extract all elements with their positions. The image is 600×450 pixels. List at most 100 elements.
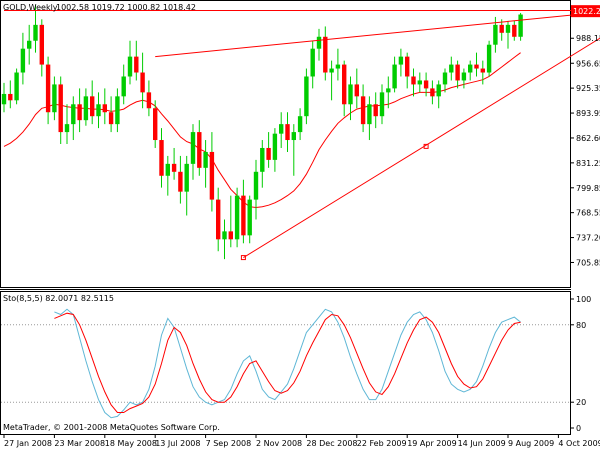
- candle-bear: [90, 96, 95, 117]
- candle-bear: [241, 195, 246, 236]
- time-tick-label: 14 Jun 2009: [458, 439, 506, 448]
- candle-bull: [329, 68, 334, 73]
- trendline: [155, 11, 600, 58]
- time-tick-label: 22 Feb 2009: [357, 439, 407, 448]
- stoch-label: Sto(8,5,5) 82.0071 82.5115: [3, 294, 114, 303]
- candle-bull: [297, 116, 303, 133]
- candle-bull: [486, 44, 492, 73]
- last-price-tag: 1022.25: [571, 5, 600, 18]
- candle-bull: [493, 24, 498, 45]
- price-tick-label: 988.15: [576, 34, 600, 43]
- price-axis: 988.15 956.65 925.35 893.95 862.60 831.25 799.…: [571, 34, 600, 267]
- price-tick-label: 705.85: [576, 258, 600, 267]
- trendlines: [4, 10, 600, 261]
- candle-bear: [480, 68, 485, 73]
- candle-bull: [398, 56, 404, 65]
- time-tick-label: 9 Aug 2009: [508, 439, 554, 448]
- price-tick-label: 799.85: [576, 184, 600, 193]
- candle-bull: [71, 104, 76, 125]
- candle-bear: [140, 72, 145, 93]
- candle-bear: [455, 64, 460, 81]
- time-tick-label: 19 Apr 2009: [407, 439, 456, 448]
- candle-bear: [474, 64, 479, 69]
- candle-bull: [115, 96, 120, 125]
- candle-bull: [348, 84, 353, 105]
- candle-bear: [266, 147, 271, 160]
- candle-bear: [512, 24, 517, 37]
- candle-bear: [45, 64, 51, 113]
- candle-bull: [83, 96, 89, 121]
- candle-bull: [1, 93, 7, 105]
- stoch-axis: 100 80 20 0: [571, 295, 591, 433]
- candle-bear: [323, 36, 328, 73]
- price-tick-label: 956.65: [576, 59, 600, 68]
- stoch-tick-label: 0: [576, 424, 581, 433]
- candle-bull: [417, 80, 422, 85]
- candle-bull: [184, 163, 189, 192]
- candle-bear: [146, 92, 152, 109]
- candle-bear: [285, 124, 290, 141]
- candle-bull: [64, 124, 70, 133]
- candle-bull: [279, 124, 284, 134]
- candle-bear: [228, 231, 233, 240]
- candle-bear: [209, 151, 215, 200]
- price-tick-label: 737.20: [576, 234, 600, 243]
- candle-bear: [499, 24, 504, 33]
- time-tick-label: 18 May 2008: [105, 439, 157, 448]
- candle-bear: [373, 104, 378, 117]
- candle-bear: [354, 84, 359, 97]
- price-tick-label: 925.35: [576, 84, 600, 93]
- candle-bear: [159, 140, 164, 176]
- symbol-period-label: GOLD,Weekly: [3, 3, 58, 12]
- candle-bull: [316, 36, 322, 49]
- candle-bull: [367, 104, 372, 125]
- stoch-tick-label: 80: [576, 321, 586, 330]
- stoch-lines: [54, 308, 521, 419]
- candle-bull: [96, 104, 101, 117]
- price-tick-label: 831.25: [576, 159, 600, 168]
- stoch-levels: [1, 324, 570, 403]
- price-tick-label: 768.55: [576, 209, 600, 218]
- trendline: [243, 37, 600, 259]
- candles: [1, 5, 523, 260]
- price-tick-label: 862.60: [576, 134, 600, 143]
- main-plot-frame: [0, 0, 571, 288]
- time-tick-label: 23 Mar 2008: [54, 439, 105, 448]
- candle-bull: [461, 72, 467, 81]
- candle-bull: [505, 24, 511, 33]
- stoch-main-line: [54, 308, 521, 419]
- candle-bear: [153, 108, 158, 141]
- candle-bull: [27, 40, 32, 49]
- candle-bear: [405, 56, 410, 77]
- candle-bull: [20, 48, 26, 73]
- candle-bear: [411, 76, 416, 85]
- trend-anchor-marker: [423, 143, 429, 149]
- candle-bull: [253, 171, 259, 200]
- stoch-tick-label: 100: [576, 295, 591, 304]
- candle-bull: [379, 92, 385, 117]
- candle-bull: [190, 132, 196, 164]
- candle-bull: [127, 56, 133, 77]
- candle-bear: [178, 171, 183, 192]
- candle-bull: [449, 64, 454, 73]
- candle-bull: [247, 199, 252, 236]
- price-tick-label: 893.95: [576, 109, 600, 118]
- candle-bull: [291, 132, 296, 141]
- candle-bear: [102, 104, 107, 113]
- price-tag-box: [571, 5, 600, 18]
- candle-bull: [304, 76, 309, 117]
- candle-bull: [165, 163, 170, 176]
- candle-bear: [342, 64, 347, 105]
- time-tick-label: 2 Nov 2008: [256, 439, 302, 448]
- candle-bull: [52, 84, 57, 113]
- candle-bear: [430, 88, 435, 97]
- candle-bear: [171, 163, 177, 172]
- stoch-plot-frame: [0, 291, 571, 435]
- candle-bear: [8, 93, 13, 101]
- candle-bull: [121, 76, 126, 97]
- candle-bull: [386, 88, 391, 93]
- candle-bull: [272, 133, 278, 160]
- candle-bull: [222, 231, 227, 240]
